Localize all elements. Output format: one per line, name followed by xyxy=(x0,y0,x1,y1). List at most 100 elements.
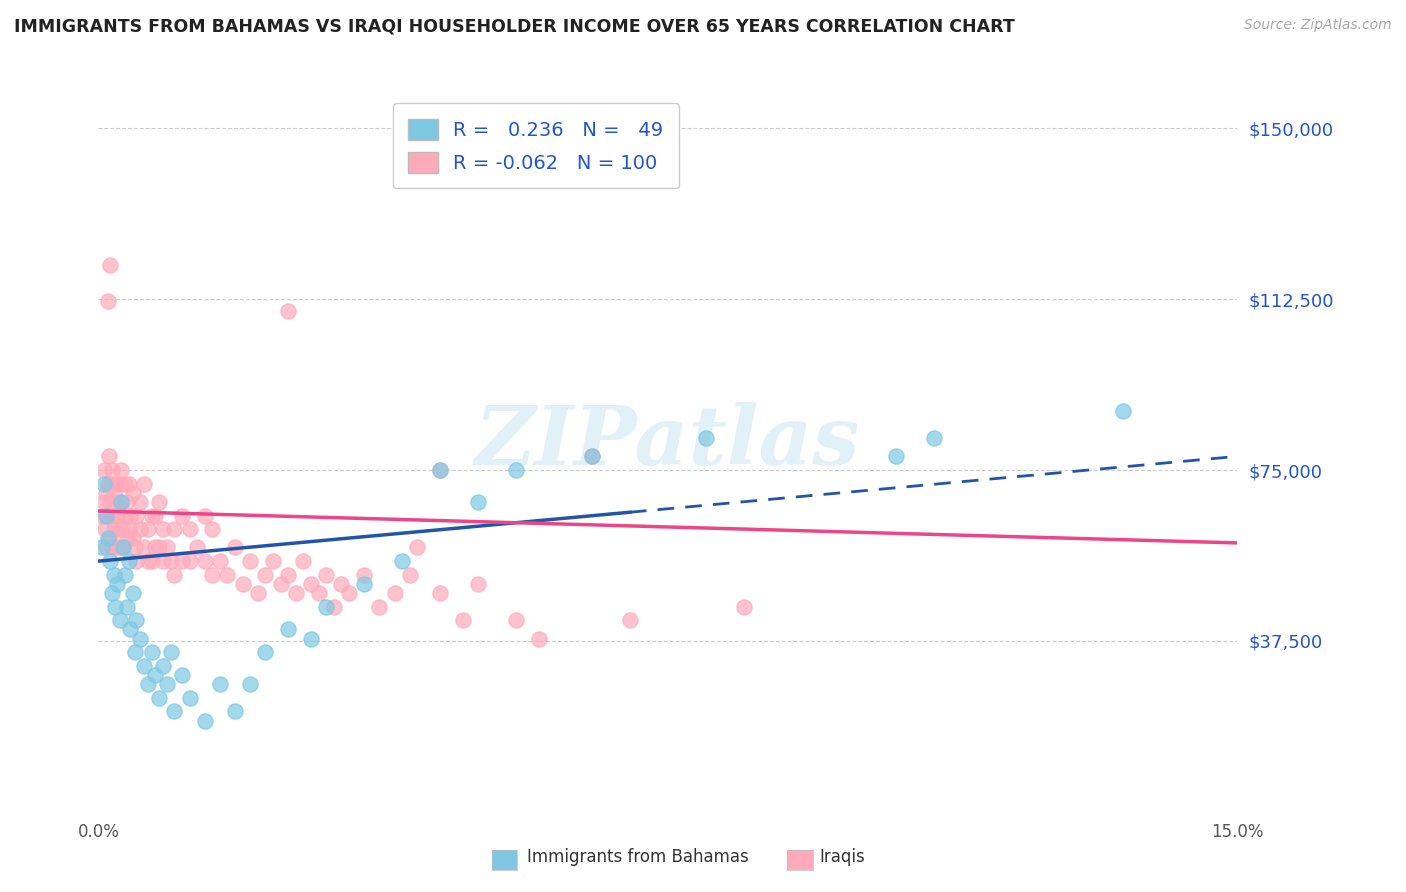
Point xyxy=(884,450,907,464)
Point xyxy=(132,659,155,673)
Point xyxy=(619,613,641,627)
Point xyxy=(117,532,139,546)
Point xyxy=(96,476,118,491)
Point xyxy=(152,554,174,568)
Point xyxy=(292,554,315,568)
Point xyxy=(91,508,114,523)
Point xyxy=(170,508,193,523)
Point xyxy=(110,495,132,509)
Point xyxy=(100,476,122,491)
Point xyxy=(224,541,246,555)
Point xyxy=(505,463,527,477)
Point xyxy=(103,522,125,536)
Point xyxy=(145,668,167,682)
Point xyxy=(208,677,231,691)
Point xyxy=(114,476,136,491)
Point xyxy=(93,476,115,491)
Text: Immigrants from Bahamas: Immigrants from Bahamas xyxy=(527,848,749,866)
Point xyxy=(451,613,474,627)
Point xyxy=(141,508,163,523)
Point xyxy=(124,645,146,659)
Point xyxy=(277,623,299,637)
Point xyxy=(107,541,129,555)
Point xyxy=(98,450,121,464)
Point xyxy=(97,508,120,523)
Point xyxy=(186,541,208,555)
Point xyxy=(353,577,375,591)
Point xyxy=(179,554,201,568)
Point xyxy=(254,567,277,582)
Point xyxy=(429,463,451,477)
Point xyxy=(194,714,217,728)
Point xyxy=(194,508,217,523)
Point xyxy=(299,577,322,591)
Point xyxy=(315,567,337,582)
Point xyxy=(308,586,330,600)
Point xyxy=(384,586,406,600)
Point xyxy=(117,599,139,614)
Point xyxy=(110,541,132,555)
Point xyxy=(121,586,143,600)
Point xyxy=(156,677,179,691)
Point xyxy=(246,586,269,600)
Point xyxy=(125,554,148,568)
Point xyxy=(96,294,118,309)
Point xyxy=(262,554,284,568)
Point xyxy=(121,532,143,546)
Legend: R =   0.236   N =   49, R = -0.062   N = 100: R = 0.236 N = 49, R = -0.062 N = 100 xyxy=(392,103,679,188)
Point xyxy=(148,541,170,555)
Point xyxy=(98,532,121,546)
Point xyxy=(108,476,131,491)
Point xyxy=(114,567,136,582)
Point xyxy=(104,495,127,509)
Point xyxy=(108,613,131,627)
Point xyxy=(163,705,186,719)
Point xyxy=(201,567,224,582)
Point xyxy=(315,599,337,614)
Point xyxy=(107,476,129,491)
Point xyxy=(299,632,322,646)
Text: ZIPatlas: ZIPatlas xyxy=(475,401,860,482)
Point xyxy=(239,554,262,568)
Text: Iraqis: Iraqis xyxy=(820,848,866,866)
Point xyxy=(163,522,186,536)
Point xyxy=(132,476,155,491)
Point xyxy=(108,522,131,536)
Point xyxy=(145,541,167,555)
Point xyxy=(330,577,353,591)
Point xyxy=(101,541,124,555)
Point xyxy=(120,623,142,637)
Point xyxy=(114,508,136,523)
Point xyxy=(93,463,115,477)
Point xyxy=(429,463,451,477)
Point xyxy=(159,645,181,659)
Point xyxy=(429,586,451,600)
Point xyxy=(277,567,299,582)
Point xyxy=(121,485,143,500)
Point xyxy=(103,485,125,500)
Text: Source: ZipAtlas.com: Source: ZipAtlas.com xyxy=(1244,18,1392,32)
Point xyxy=(922,431,945,445)
Point xyxy=(124,541,146,555)
Point xyxy=(110,495,132,509)
Point xyxy=(98,495,121,509)
Point xyxy=(322,599,344,614)
Point xyxy=(148,495,170,509)
Point xyxy=(117,495,139,509)
Point xyxy=(368,599,391,614)
Point xyxy=(159,554,181,568)
Point xyxy=(170,554,193,568)
Point xyxy=(270,577,292,591)
Point xyxy=(179,522,201,536)
Point xyxy=(224,705,246,719)
Point xyxy=(170,668,193,682)
Point xyxy=(337,586,360,600)
Point xyxy=(581,450,603,464)
Point xyxy=(129,522,152,536)
Point xyxy=(284,586,307,600)
Point xyxy=(179,690,201,705)
Point xyxy=(91,541,114,555)
Point xyxy=(98,554,121,568)
Point xyxy=(118,554,141,568)
Point xyxy=(581,450,603,464)
